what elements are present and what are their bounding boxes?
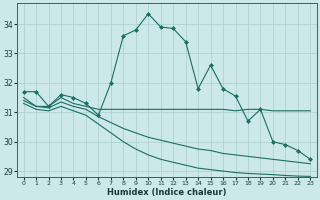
X-axis label: Humidex (Indice chaleur): Humidex (Indice chaleur) <box>107 188 227 197</box>
